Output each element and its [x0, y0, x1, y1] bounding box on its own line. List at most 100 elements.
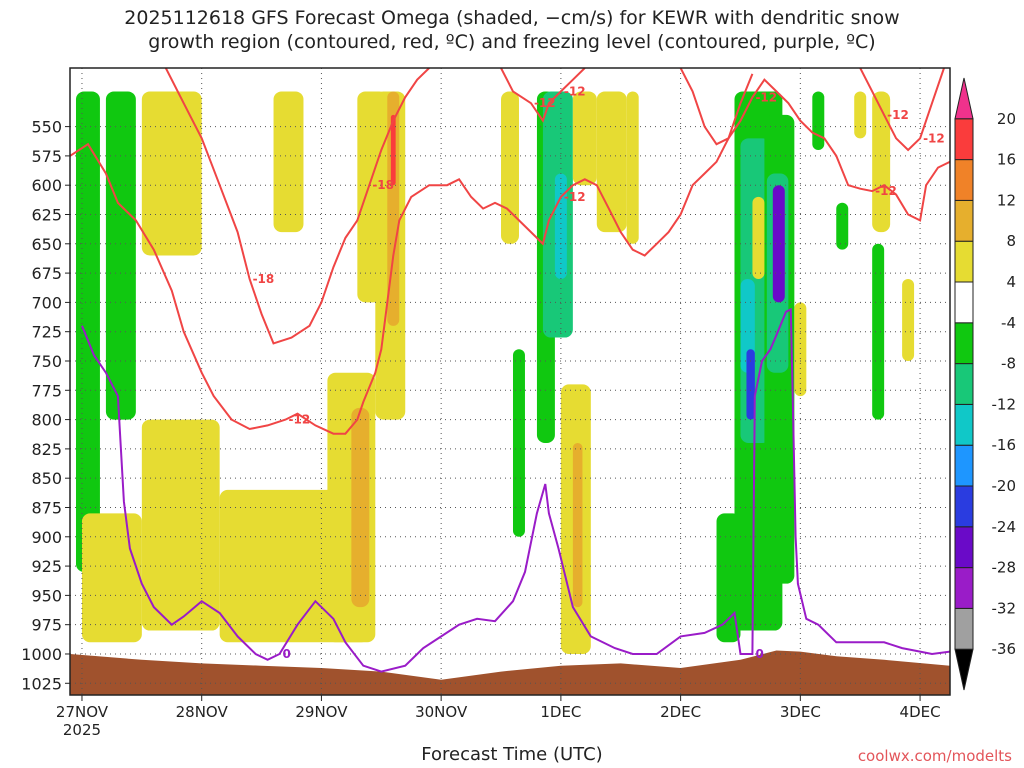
colorbar-swatch-14 — [954, 77, 974, 120]
title-line-1: 2025112618 GFS Forecast Omega (shaded, −… — [124, 7, 900, 29]
dgz-contour-4-label-0: -12 — [887, 108, 909, 122]
colorbar-label-3: -24 — [992, 518, 1017, 536]
y-tick-label-875: 875 — [31, 498, 62, 517]
colorbar-swatch-9 — [954, 281, 974, 324]
y-tick-label-700: 700 — [31, 293, 62, 312]
colorbar-label-4: -20 — [992, 477, 1017, 495]
y-axis: 550 575 600 625 650 675 700 725 750 775 800 825 850 8… — [21, 118, 70, 693]
y-tick-label-825: 825 — [31, 440, 62, 459]
dgz-contour-0-label-1: -12 — [564, 190, 586, 204]
dgz-contour-1-label-0: -18 — [253, 272, 275, 286]
colorbar-swatch-10 — [954, 240, 974, 283]
omega-region-39 — [902, 278, 915, 361]
y-tick-label-800: 800 — [31, 411, 62, 430]
omega-region-0 — [75, 91, 100, 572]
y-tick-label-950: 950 — [31, 586, 62, 605]
omega-region-27 — [740, 278, 755, 373]
colorbar-label-9: 4 — [1006, 273, 1016, 291]
x-tick-label-6: 3DEC — [780, 703, 821, 721]
colorbar-label-10: 8 — [1006, 232, 1016, 250]
credit-link[interactable]: coolwx.com/modelts — [857, 747, 1012, 765]
omega-region-23 — [626, 91, 639, 244]
omega-region-5 — [141, 419, 220, 631]
omega-region-37 — [854, 91, 867, 139]
x-tick-label-4: 1DEC — [540, 703, 581, 721]
omega-region-35 — [836, 202, 849, 250]
colorbar-label-13: 20 — [997, 110, 1016, 128]
dgz-contour-0-label-0: -12 — [289, 413, 311, 427]
colorbar-label-11: 12 — [997, 191, 1016, 209]
x-tick-label-2: 29NOV — [295, 703, 348, 721]
x-tick-sublabel-0: 2025 — [63, 721, 101, 739]
dgz-contour-3 — [679, 68, 950, 222]
colorbar-label-12: 16 — [997, 151, 1016, 169]
x-tick-label-5: 2DEC — [660, 703, 701, 721]
contour-lines: -12 -12 -18 -18 -12 -12 -12 -12 -12 -12 0 0 — [70, 68, 950, 673]
omega-region-36 — [872, 243, 885, 420]
omega-region-31 — [772, 185, 785, 303]
omega-region-21 — [572, 443, 583, 608]
dgz-contour-1-label-1: -18 — [372, 178, 394, 192]
y-tick-label-850: 850 — [31, 469, 62, 488]
chart-title: 2025112618 GFS Forecast Omega (shaded, −… — [0, 6, 1024, 54]
x-tick-label-0: 27NOV — [56, 703, 109, 721]
colorbar-swatch-8 — [954, 322, 974, 365]
colorbar-swatch-4 — [954, 485, 974, 528]
y-tick-label-750: 750 — [31, 352, 62, 371]
y-tick-label-975: 975 — [31, 616, 62, 635]
colorbar-swatch-11 — [954, 199, 974, 242]
y-tick-label-900: 900 — [31, 528, 62, 547]
dgz-contour-1 — [164, 68, 430, 345]
y-tick-label-550: 550 — [31, 118, 62, 137]
terrain-layer — [70, 650, 950, 695]
y-tick-label-625: 625 — [31, 205, 62, 224]
omega-region-18 — [572, 91, 597, 186]
omega-region-4 — [141, 91, 202, 256]
omega-shading — [75, 91, 915, 654]
y-tick-label-575: 575 — [31, 147, 62, 166]
x-axis-label: Forecast Time (UTC) — [421, 744, 603, 765]
x-tick-label-1: 28NOV — [176, 703, 229, 721]
colorbar-label-6: -12 — [992, 395, 1017, 413]
omega-region-14 — [501, 91, 519, 244]
omega-region-7 — [273, 91, 304, 233]
dgz-contour-3-label-1: -12 — [875, 184, 897, 198]
omega-region-1 — [105, 91, 136, 420]
dgz-contour-3-label-0: -12 — [755, 90, 777, 104]
colorbar-label-7: -8 — [1001, 355, 1016, 373]
dgz-contour-0 — [70, 73, 754, 435]
grid-lines — [70, 68, 950, 695]
y-tick-label-725: 725 — [31, 323, 62, 342]
y-tick-label-1025: 1025 — [21, 674, 62, 693]
y-tick-label-650: 650 — [31, 235, 62, 254]
y-tick-label-925: 925 — [31, 557, 62, 576]
colorbar: -36 -32 -28 -24 -20 -16 -12 -8 -4 4 8 12 16 20 — [954, 77, 1017, 691]
omega-region-34 — [812, 91, 825, 151]
colorbar-swatch-2 — [954, 567, 974, 609]
colorbar-label-2: -28 — [992, 559, 1017, 577]
omega-region-28 — [746, 349, 755, 420]
dgz-contour-2-label-0: -12 — [534, 96, 556, 110]
colorbar-swatch-12 — [954, 159, 974, 201]
omega-region-19 — [596, 91, 627, 233]
dgz-contour-4 — [859, 68, 945, 152]
omega-region-17 — [554, 173, 567, 279]
colorbar-label-1: -32 — [992, 599, 1017, 617]
dgz-contour-2-label-1: -12 — [564, 84, 586, 98]
y-tick-label-1000: 1000 — [21, 645, 62, 664]
colorbar-label-5: -16 — [992, 436, 1017, 454]
colorbar-label-8: -4 — [1001, 314, 1016, 332]
colorbar-swatch-5 — [954, 444, 974, 487]
freezing-level-contour-label-0: 0 — [283, 647, 291, 661]
colorbar-label-0: -36 — [992, 640, 1017, 658]
x-tick-label-3: 30NOV — [415, 703, 468, 721]
colorbar-swatch-7 — [954, 363, 974, 405]
omega-region-22 — [512, 349, 525, 537]
title-line-2: growth region (contoured, red, ºC) and f… — [148, 31, 876, 53]
colorbar-swatch-1 — [954, 607, 974, 650]
dgz-contour-4-label-1: -12 — [923, 131, 945, 145]
freezing-level-contour — [81, 307, 950, 673]
omega-region-3 — [81, 513, 142, 643]
